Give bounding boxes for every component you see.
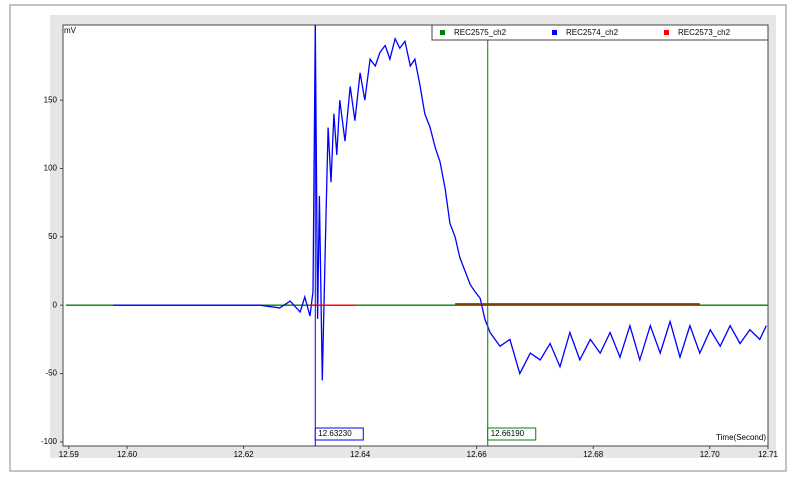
x-tick-label: 12.60	[117, 450, 138, 459]
legend-box	[431, 24, 769, 41]
legend-label: REC2574_ch2	[566, 28, 619, 37]
y-tick-label: 0	[53, 300, 58, 309]
y-tick-label: 50	[48, 232, 57, 241]
cursor-label: 12.66190	[491, 429, 525, 438]
x-tick-label: 12.71	[758, 450, 779, 459]
legend-label: REC2575_ch2	[454, 28, 507, 37]
cursor-label-box	[487, 427, 537, 441]
legend-label: REC2573_ch2	[678, 28, 731, 37]
y-axis-label: mV	[64, 26, 77, 35]
x-tick-label: 12.64	[350, 450, 371, 459]
cursor-label: 12.63230	[318, 429, 352, 438]
y-tick-label: 100	[44, 164, 58, 173]
x-tick-label: 12.70	[700, 450, 721, 459]
x-tick-label: 12.59	[59, 450, 80, 459]
cursor-label-box	[314, 427, 364, 441]
legend-swatch	[440, 30, 445, 35]
x-axis-label: Time(Second)	[716, 433, 766, 442]
plot-area	[62, 24, 769, 447]
y-tick-label: -50	[45, 369, 57, 378]
legend-swatch	[552, 30, 557, 35]
y-tick-label: 150	[44, 95, 58, 104]
x-tick-label: 12.62	[234, 450, 255, 459]
series-line	[113, 24, 767, 381]
x-tick-label: 12.66	[467, 450, 488, 459]
legend-swatch	[664, 30, 669, 35]
x-tick-label: 12.68	[583, 450, 604, 459]
y-tick-label: -100	[41, 437, 58, 446]
